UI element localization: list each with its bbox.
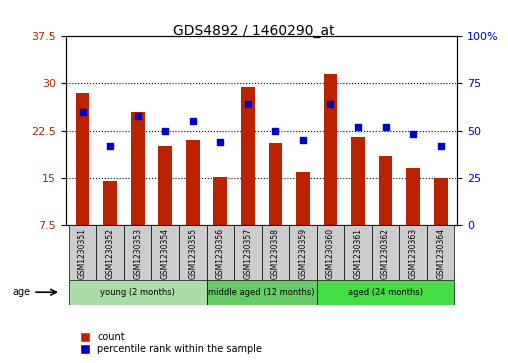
Bar — [213, 177, 227, 272]
Text: GSM1230355: GSM1230355 — [188, 228, 197, 279]
Bar — [234, 225, 262, 280]
Bar — [316, 225, 344, 280]
Point — [436, 143, 444, 149]
Bar — [179, 225, 207, 280]
Point — [188, 118, 197, 124]
Bar — [399, 225, 427, 280]
Point — [271, 128, 279, 134]
Bar — [186, 140, 200, 272]
Text: GSM1230364: GSM1230364 — [436, 228, 445, 279]
Bar — [262, 225, 289, 280]
Bar — [158, 146, 172, 272]
Bar — [69, 280, 207, 305]
Legend: count, percentile rank within the sample: count, percentile rank within the sample — [71, 329, 266, 358]
Text: GSM1230356: GSM1230356 — [216, 228, 225, 279]
Bar — [207, 280, 316, 305]
Bar — [324, 74, 337, 272]
Point — [299, 137, 307, 143]
Text: GDS4892 / 1460290_at: GDS4892 / 1460290_at — [173, 24, 335, 38]
Point — [354, 124, 362, 130]
Text: GSM1230352: GSM1230352 — [106, 228, 115, 279]
Bar — [151, 225, 179, 280]
Bar — [434, 178, 448, 272]
Text: GSM1230353: GSM1230353 — [133, 228, 142, 279]
Point — [382, 124, 390, 130]
Point — [79, 109, 87, 115]
Bar — [269, 143, 282, 272]
Text: GSM1230359: GSM1230359 — [298, 228, 307, 279]
Bar — [372, 225, 399, 280]
Text: GSM1230361: GSM1230361 — [354, 228, 363, 279]
Bar — [296, 172, 310, 272]
Bar — [378, 156, 393, 272]
Bar — [289, 225, 316, 280]
Bar — [344, 225, 372, 280]
Text: GSM1230358: GSM1230358 — [271, 228, 280, 279]
Point — [327, 101, 335, 107]
Text: young (2 months): young (2 months) — [100, 288, 175, 297]
Text: aged (24 months): aged (24 months) — [348, 288, 423, 297]
Point — [161, 128, 169, 134]
Text: middle aged (12 months): middle aged (12 months) — [208, 288, 315, 297]
Bar — [124, 225, 151, 280]
Point — [409, 131, 417, 137]
Point — [134, 113, 142, 118]
Bar — [427, 225, 455, 280]
Point — [106, 143, 114, 149]
Text: GSM1230363: GSM1230363 — [408, 228, 418, 279]
Bar — [316, 280, 455, 305]
Text: GSM1230360: GSM1230360 — [326, 228, 335, 279]
Bar — [406, 168, 420, 272]
Bar — [131, 112, 145, 272]
Text: age: age — [13, 287, 31, 297]
Text: GSM1230351: GSM1230351 — [78, 228, 87, 279]
Text: GSM1230362: GSM1230362 — [381, 228, 390, 279]
Bar — [351, 137, 365, 272]
Bar — [97, 225, 124, 280]
Text: GSM1230354: GSM1230354 — [161, 228, 170, 279]
Bar — [241, 87, 255, 272]
Bar — [207, 225, 234, 280]
Point — [244, 101, 252, 107]
Text: GSM1230357: GSM1230357 — [243, 228, 252, 279]
Bar — [69, 225, 97, 280]
Bar — [103, 181, 117, 272]
Bar — [76, 93, 89, 272]
Point — [216, 139, 225, 145]
